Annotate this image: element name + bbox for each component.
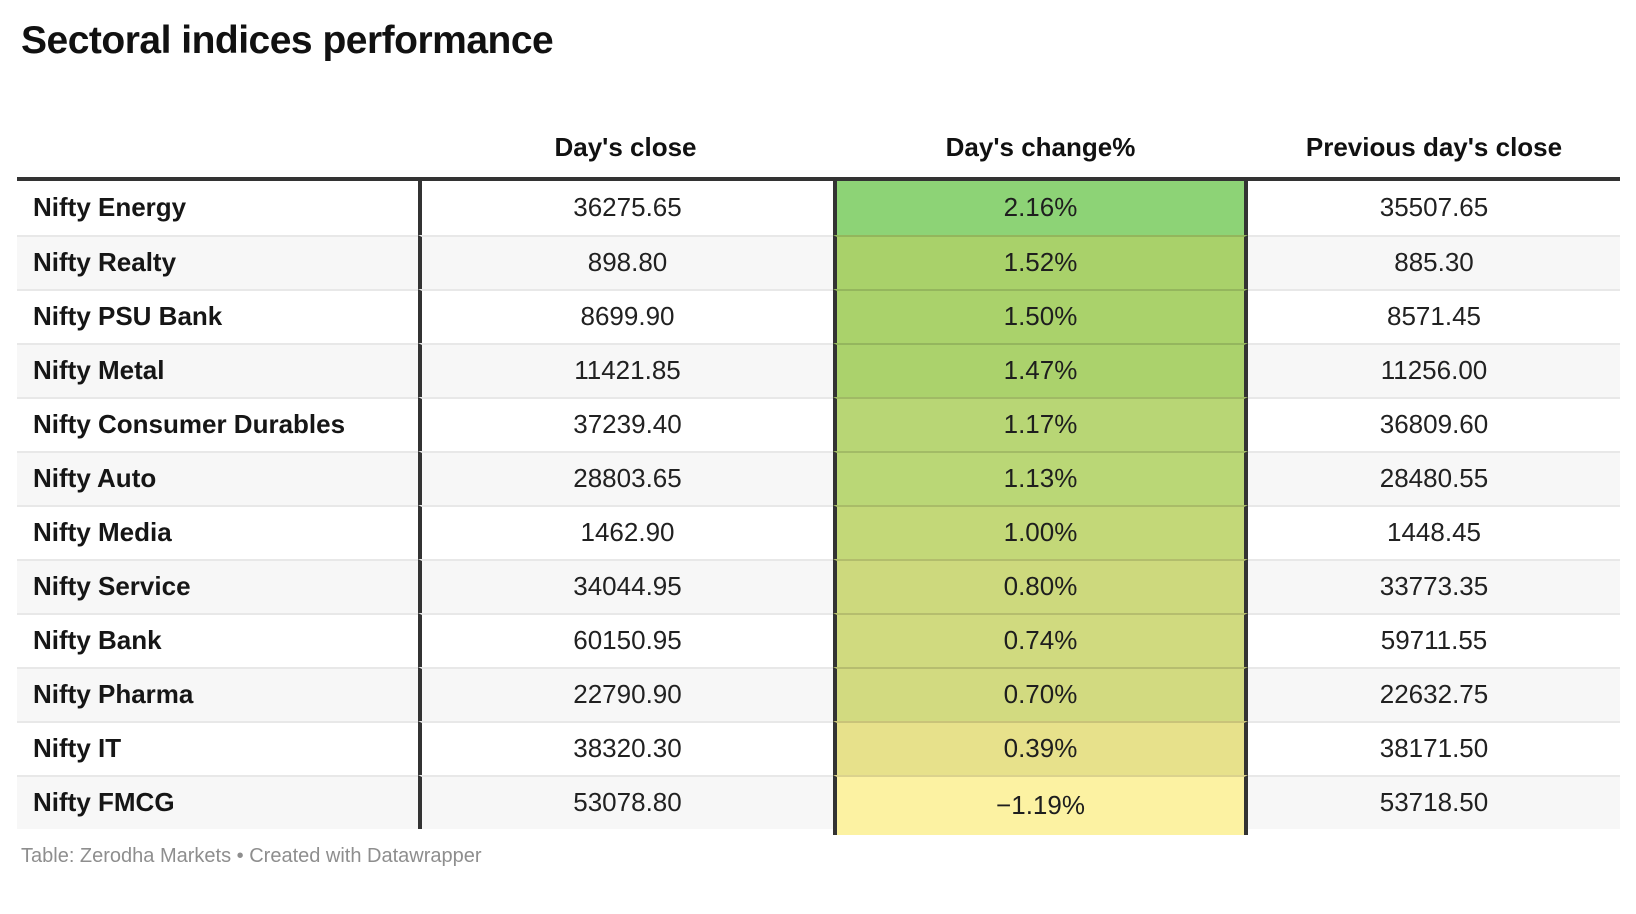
- prev-days-close-cell: 36809.60: [1248, 396, 1620, 451]
- index-name-cell: Nifty Auto: [17, 450, 418, 505]
- days-change-cell: 0.39%: [833, 720, 1248, 775]
- days-change-cell: 1.47%: [833, 342, 1248, 397]
- index-name-cell: Nifty Pharma: [17, 666, 418, 721]
- prev-days-close-cell: 11256.00: [1248, 342, 1620, 397]
- days-change-cell: 1.13%: [833, 450, 1248, 505]
- prev-days-close-cell: 1448.45: [1248, 504, 1620, 559]
- days-close-cell: 53078.80: [418, 774, 833, 829]
- days-change-cell: 0.70%: [833, 666, 1248, 721]
- table-row: Nifty PSU Bank 8699.90 1.50% 8571.45: [17, 288, 1620, 343]
- prev-days-close-cell: 33773.35: [1248, 558, 1620, 613]
- days-change-cell: 0.74%: [833, 612, 1248, 667]
- index-name-cell: Nifty FMCG: [17, 774, 418, 829]
- prev-days-close-cell: 53718.50: [1248, 774, 1620, 829]
- days-change-cell: 0.80%: [833, 558, 1248, 613]
- index-name-cell: Nifty Realty: [17, 234, 418, 289]
- table-row: Nifty Metal 11421.85 1.47% 11256.00: [17, 342, 1620, 397]
- days-close-cell: 60150.95: [418, 612, 833, 667]
- days-close-cell: 898.80: [418, 234, 833, 289]
- index-name-cell: Nifty Service: [17, 558, 418, 613]
- prev-days-close-cell: 35507.65: [1248, 180, 1620, 235]
- table-row: Nifty Media 1462.90 1.00% 1448.45: [17, 504, 1620, 559]
- prev-days-close-cell: 38171.50: [1248, 720, 1620, 775]
- chart-container: Sectoral indices performance Day's close…: [17, 19, 1620, 867]
- table-row: Nifty Realty 898.80 1.52% 885.30: [17, 234, 1620, 289]
- table-row: Nifty Consumer Durables 37239.40 1.17% 3…: [17, 396, 1620, 451]
- days-close-cell: 36275.65: [418, 180, 833, 235]
- days-change-cell: 1.52%: [833, 234, 1248, 289]
- column-header-days-change: Day's change%: [945, 131, 1136, 162]
- prev-days-close-cell: 22632.75: [1248, 666, 1620, 721]
- table-row: Nifty FMCG 53078.80 −1.19% 53718.50: [17, 774, 1620, 835]
- index-name-cell: Nifty Consumer Durables: [17, 396, 418, 451]
- index-name-cell: Nifty IT: [17, 720, 418, 775]
- days-close-cell: 38320.30: [418, 720, 833, 775]
- index-name-cell: Nifty PSU Bank: [17, 288, 418, 343]
- days-close-cell: 8699.90: [418, 288, 833, 343]
- column-header-previous-days-close: Previous day's close: [1305, 131, 1563, 162]
- days-close-cell: 11421.85: [418, 342, 833, 397]
- table-row: Nifty IT 38320.30 0.39% 38171.50: [17, 720, 1620, 775]
- table-header-row: Day's close Day's change% Previous day's…: [17, 65, 1620, 177]
- days-change-cell: 1.17%: [833, 396, 1248, 451]
- sectoral-indices-table: Day's close Day's change% Previous day's…: [17, 65, 1620, 835]
- table-body: Nifty Energy 36275.65 2.16% 35507.65 Nif…: [17, 176, 1620, 835]
- days-close-cell: 1462.90: [418, 504, 833, 559]
- index-name-cell: Nifty Energy: [17, 180, 418, 235]
- table-row: Nifty Service 34044.95 0.80% 33773.35: [17, 558, 1620, 613]
- table-row: Nifty Pharma 22790.90 0.70% 22632.75: [17, 666, 1620, 721]
- column-header-days-close: Day's close: [554, 131, 697, 162]
- days-close-cell: 34044.95: [418, 558, 833, 613]
- days-close-cell: 22790.90: [418, 666, 833, 721]
- prev-days-close-cell: 59711.55: [1248, 612, 1620, 667]
- days-change-cell: 2.16%: [833, 180, 1248, 235]
- prev-days-close-cell: 885.30: [1248, 234, 1620, 289]
- days-close-cell: 37239.40: [418, 396, 833, 451]
- index-name-cell: Nifty Bank: [17, 612, 418, 667]
- table-row: Nifty Bank 60150.95 0.74% 59711.55: [17, 612, 1620, 667]
- prev-days-close-cell: 8571.45: [1248, 288, 1620, 343]
- table-row: Nifty Energy 36275.65 2.16% 35507.65: [17, 180, 1620, 235]
- page-title: Sectoral indices performance: [21, 19, 554, 62]
- days-close-cell: 28803.65: [418, 450, 833, 505]
- prev-days-close-cell: 28480.55: [1248, 450, 1620, 505]
- table-row: Nifty Auto 28803.65 1.13% 28480.55: [17, 450, 1620, 505]
- index-name-cell: Nifty Media: [17, 504, 418, 559]
- days-change-cell: 1.50%: [833, 288, 1248, 343]
- days-change-cell: −1.19%: [833, 774, 1248, 835]
- days-change-cell: 1.00%: [833, 504, 1248, 559]
- attribution-footer: Table: Zerodha Markets • Created with Da…: [21, 844, 482, 867]
- index-name-cell: Nifty Metal: [17, 342, 418, 397]
